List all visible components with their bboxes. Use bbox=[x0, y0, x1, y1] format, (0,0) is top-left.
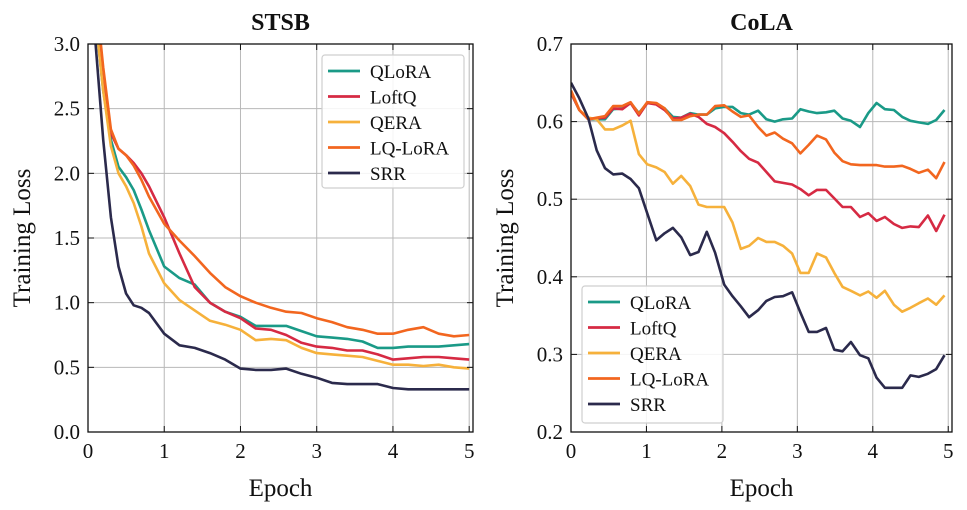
series-line-loftq bbox=[571, 92, 946, 233]
x-tick-label: 2 bbox=[717, 439, 728, 463]
series-line-srr bbox=[94, 44, 470, 391]
x-tick-label: 1 bbox=[159, 439, 170, 463]
chart-panel-stsb: 0 1 2 3 4 5 0.0 0.5 1.0 1.5 2.0 2.5 3.0 STSB Epoch Trai… bbox=[9, 10, 475, 502]
x-tick-label: 5 bbox=[464, 439, 475, 463]
series-line-lq-lora bbox=[99, 44, 470, 338]
legend-label-loftq: LoftQ bbox=[630, 319, 677, 340]
legend-label-srr: SRR bbox=[370, 164, 406, 185]
legend: QLoRA LoftQ QERA LQ-LoRA SRR bbox=[581, 285, 724, 424]
x-axis-label: Epoch bbox=[249, 475, 313, 502]
x-tick-label: 2 bbox=[235, 439, 246, 463]
x-tick-label: 5 bbox=[943, 439, 954, 463]
plot-frame bbox=[570, 43, 953, 433]
x-tick-label: 0 bbox=[566, 439, 577, 463]
y-tick-label: 0.5 bbox=[537, 187, 563, 211]
y-tick-label: 0.5 bbox=[54, 355, 80, 379]
legend-label-qera: QERA bbox=[630, 344, 682, 365]
legend-label-srr: SRR bbox=[630, 395, 666, 416]
y-tick-label: 0.0 bbox=[54, 420, 80, 444]
series-group bbox=[94, 44, 470, 391]
chart-title: CoLA bbox=[730, 10, 793, 36]
y-tick-label: 1.0 bbox=[54, 291, 80, 315]
y-axis-label: Training Loss bbox=[9, 169, 36, 308]
legend-label-qlora: QLoRA bbox=[370, 62, 432, 83]
y-tick-label: 2.0 bbox=[54, 161, 80, 185]
chart-title: STSB bbox=[251, 10, 310, 36]
series-line-srr bbox=[571, 82, 946, 390]
legend-label-qlora: QLoRA bbox=[630, 293, 692, 314]
series-line-lq-lora bbox=[571, 90, 946, 180]
y-tick-label: 0.7 bbox=[537, 32, 563, 56]
y-tick-label: 0.3 bbox=[537, 342, 563, 366]
x-tick-label: 0 bbox=[83, 439, 94, 463]
y-tick-label: 2.5 bbox=[54, 97, 80, 121]
y-tick-label: 0.4 bbox=[537, 265, 564, 289]
legend-box bbox=[581, 285, 724, 424]
series-line-qera bbox=[571, 90, 946, 314]
x-tick-label: 1 bbox=[641, 439, 652, 463]
y-tick-label: 0.6 bbox=[537, 110, 563, 134]
y-tick-label: 1.5 bbox=[54, 226, 80, 250]
legend-label-lq-lora: LQ-LoRA bbox=[630, 370, 709, 391]
legend-label-loftq: LoftQ bbox=[370, 88, 417, 109]
y-tick-label: 3.0 bbox=[54, 32, 80, 56]
legend-label-qera: QERA bbox=[370, 113, 422, 134]
series-group bbox=[571, 82, 946, 390]
y-tick-label: 0.2 bbox=[537, 420, 563, 444]
chart-panel-cola: 0 1 2 3 4 5 0.2 0.3 0.4 0.5 0.6 0.7 CoLA Epoch Trainin… bbox=[492, 10, 953, 502]
legend-label-lq-lora: LQ-LoRA bbox=[370, 139, 449, 160]
x-tick-label: 4 bbox=[388, 439, 399, 463]
y-axis-label: Training Loss bbox=[492, 169, 519, 308]
x-tick-label: 4 bbox=[868, 439, 879, 463]
x-tick-label: 3 bbox=[311, 439, 322, 463]
x-axis-label: Epoch bbox=[730, 475, 794, 502]
legend: QLoRA LoftQ QERA LQ-LoRA SRR bbox=[321, 54, 465, 189]
series-line-qlora bbox=[97, 44, 470, 350]
series-line-qera bbox=[97, 44, 470, 370]
legend-box bbox=[321, 54, 465, 189]
x-tick-label: 3 bbox=[792, 439, 803, 463]
